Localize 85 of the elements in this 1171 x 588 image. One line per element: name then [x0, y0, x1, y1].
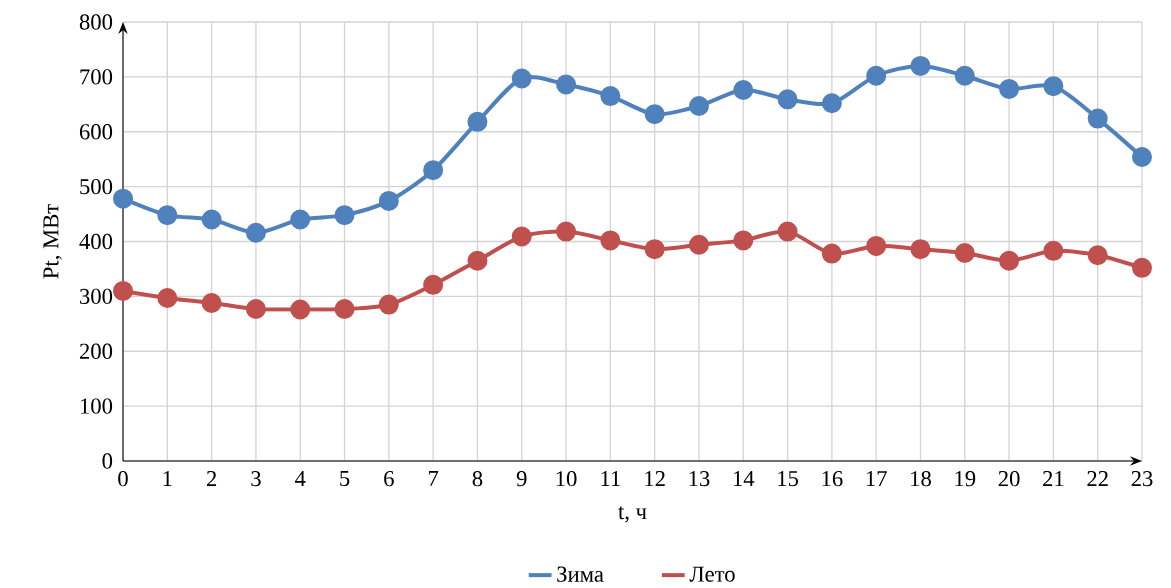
legend-label: Зима [557, 566, 604, 582]
x-tick-label: 4 [295, 471, 306, 486]
x-tick-label: 3 [251, 471, 261, 487]
point [600, 86, 621, 107]
x-tick-label: 19 [955, 471, 976, 487]
point [821, 243, 842, 264]
point [954, 65, 975, 86]
point [245, 298, 266, 319]
point [157, 288, 178, 309]
x-tick-label: 14 [733, 471, 755, 486]
x-tick-label: 22 [1087, 471, 1108, 487]
point [821, 93, 842, 114]
point [423, 160, 444, 181]
y-axis-title: Pt, МВт [43, 204, 62, 279]
point [688, 234, 709, 255]
point [556, 74, 577, 95]
x-tick-label: 2 [206, 471, 217, 487]
x-tick-label: 23 [1131, 471, 1153, 487]
point [556, 221, 577, 242]
x-tick-label: 11 [601, 471, 620, 486]
x-axis-title: t, ч [618, 506, 647, 523]
x-tick-label: 17 [866, 471, 887, 486]
x-tick-label: 0 [118, 471, 128, 487]
x-tick-label: 6 [384, 471, 394, 487]
x-tick-label: 15 [778, 471, 799, 487]
point [201, 209, 222, 230]
y-tick-label: 300 [80, 288, 113, 305]
point [378, 190, 399, 211]
point [113, 188, 134, 209]
point [1087, 108, 1108, 129]
point [1132, 146, 1152, 167]
point [999, 78, 1020, 99]
y-tick-label: 500 [80, 178, 113, 195]
point [511, 68, 532, 89]
point [910, 55, 931, 76]
point [423, 274, 444, 295]
x-tick-label: 21 [1043, 471, 1064, 487]
point [600, 230, 621, 251]
x-tick-label: 13 [689, 471, 710, 487]
point [866, 65, 887, 86]
point [467, 250, 488, 271]
point [866, 235, 887, 256]
y-tick-label: 0 [102, 453, 113, 469]
y-tick-label: 100 [80, 398, 113, 414]
point [910, 239, 931, 260]
point [245, 222, 266, 243]
point [511, 226, 532, 247]
legend-label: Лето [689, 566, 735, 582]
point [954, 243, 975, 264]
x-tick-label: 1 [163, 471, 172, 486]
point [157, 205, 178, 226]
point [334, 298, 355, 319]
x-tick-label: 8 [472, 471, 483, 487]
point [378, 294, 399, 315]
x-tick-label: 9 [516, 471, 527, 487]
x-tick-label: 18 [911, 471, 931, 487]
point [999, 250, 1020, 271]
point [688, 95, 709, 116]
y-tick-label: 600 [79, 124, 113, 140]
y-tick-label: 700 [80, 69, 113, 85]
point [334, 205, 355, 226]
point [290, 209, 311, 230]
point [777, 89, 798, 110]
y-tick-label: 400 [79, 233, 113, 250]
point [733, 230, 754, 251]
point [113, 280, 134, 301]
point [644, 239, 665, 260]
point [1043, 76, 1064, 97]
point [290, 299, 311, 320]
x-tick-label: 12 [645, 471, 665, 487]
point [1132, 257, 1152, 278]
point [1087, 245, 1108, 266]
point [733, 80, 754, 101]
x-tick-label: 5 [340, 471, 350, 487]
point [644, 104, 665, 125]
x-tick-label: 20 [998, 471, 1020, 487]
point [201, 292, 222, 313]
y-tick-label: 800 [79, 14, 113, 30]
x-tick-label: 10 [556, 471, 577, 487]
point [1043, 240, 1064, 261]
x-tick-label: 16 [822, 471, 843, 487]
x-tick-label: 7 [428, 471, 439, 486]
point [777, 221, 798, 242]
point [467, 111, 488, 132]
y-tick-label: 200 [79, 343, 113, 359]
